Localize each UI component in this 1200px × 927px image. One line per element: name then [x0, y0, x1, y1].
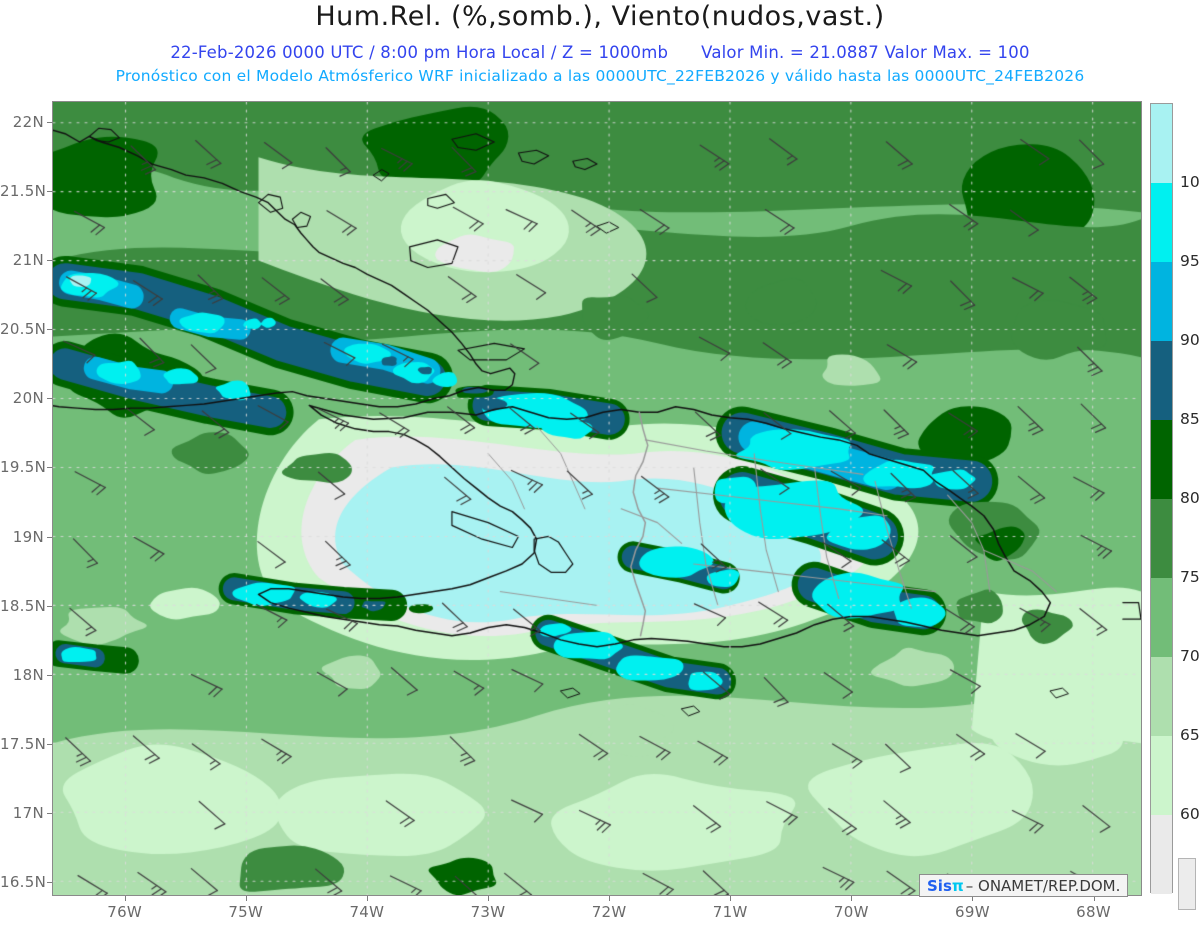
y-tick-label: 16.5N [0, 873, 47, 892]
colorbar-tick-label: 75 [1180, 568, 1200, 586]
y-tick-label: 17N [12, 804, 44, 823]
x-tick-mark [730, 896, 732, 901]
colorbar-band [1151, 657, 1172, 736]
x-tick-label: 68W [1076, 903, 1111, 921]
x-tick-label: 72W [591, 903, 627, 921]
colorbar-tick-label: 70 [1180, 647, 1200, 665]
x-tick-label: 71W [712, 903, 748, 921]
y-tick-label: 22N [12, 112, 44, 131]
x-tick-label: 69W [955, 903, 990, 921]
colorbar-band [1151, 341, 1172, 420]
subtitle-datetime: 22-Feb-2026 0000 UTC / 8:00 pm Hora Loca… [0, 43, 1200, 62]
subtitle-model-info: Pronóstico con el Modelo Atmósferico WRF… [115, 67, 1085, 85]
colorbar-band [1151, 499, 1172, 578]
y-tick-mark [47, 536, 52, 538]
x-tick-mark [609, 896, 611, 901]
y-tick-mark [47, 743, 52, 745]
y-tick-label: 18N [12, 665, 44, 684]
colorbar-tick-label: 90 [1180, 331, 1200, 349]
y-tick-label: 21N [12, 251, 44, 269]
y-tick-label: 17.5N [0, 734, 47, 753]
y-tick-label: 20N [12, 389, 44, 408]
attribution-badge: Sis π – ONAMET/REP.DOM. [919, 874, 1129, 897]
colorbar-band [1151, 736, 1172, 815]
y-tick-mark [47, 260, 52, 261]
colorbar-band [1151, 420, 1172, 499]
chart-header: Hum.Rel. (%,somb.), Viento(nudos,vast.) … [0, 0, 1200, 95]
colorbar-band [1151, 183, 1172, 262]
colorbar-tick-label: 60 [1180, 805, 1200, 823]
x-tick-label: 70W [833, 903, 869, 921]
y-tick-label: 19.5N [0, 458, 47, 477]
page-title: Hum.Rel. (%,somb.), Viento(nudos,vast.) [315, 1, 885, 32]
x-tick-mark [1093, 896, 1095, 901]
subtitle-minmax: Valor Min. = 21.0887 Valor Max. = 100 [701, 43, 1030, 62]
humidity-contour-map [53, 102, 1141, 895]
colorbar-tick-label: 85 [1180, 410, 1200, 428]
x-tick-label: 73W [470, 903, 506, 921]
y-tick-mark [47, 121, 52, 123]
attribution-source-text: – ONAMET/REP.DOM. [965, 876, 1121, 895]
colorbar-tick-label: 95 [1180, 252, 1200, 270]
y-tick-mark [47, 398, 52, 400]
y-tick-mark [47, 467, 52, 469]
x-tick-mark [245, 896, 247, 901]
colorbar-tick-label: 80 [1180, 489, 1200, 507]
colorbar-humidity[interactable] [1150, 103, 1173, 894]
x-tick-label: 74W [349, 903, 385, 921]
subtitle-datetime-left: 22-Feb-2026 0000 UTC / 8:00 pm Hora Loca… [170, 43, 669, 62]
x-tick-label: 76W [107, 903, 143, 921]
y-tick-mark [47, 329, 52, 331]
y-tick-mark [47, 605, 52, 607]
colorbar-tick-label: 100 [1180, 173, 1200, 191]
colorbar-band [1151, 262, 1172, 341]
y-tick-mark [47, 813, 52, 815]
y-tick-mark [47, 190, 52, 192]
y-tick-label: 20.5N [0, 320, 47, 339]
brand-sis-text: Sis [927, 876, 952, 895]
x-tick-mark [488, 896, 489, 901]
scrollbar-thumb[interactable] [1178, 858, 1196, 910]
x-tick-mark [366, 896, 368, 901]
colorbar-tick-label: 65 [1180, 726, 1200, 744]
colorbar-band [1151, 104, 1172, 183]
x-tick-label: 75W [228, 903, 264, 921]
x-tick-mark [851, 896, 853, 901]
x-tick-mark [124, 896, 126, 901]
map-plot-area[interactable] [52, 101, 1142, 896]
colorbar-band [1151, 578, 1172, 657]
colorbar-band [1151, 815, 1172, 894]
y-tick-label: 18.5N [0, 596, 47, 615]
x-tick-mark [972, 896, 974, 901]
y-tick-mark [47, 674, 52, 676]
y-tick-label: 19N [12, 527, 44, 546]
y-tick-mark [47, 882, 52, 884]
brand-pi-icon: π [951, 876, 964, 895]
y-tick-label: 21.5N [0, 181, 47, 200]
